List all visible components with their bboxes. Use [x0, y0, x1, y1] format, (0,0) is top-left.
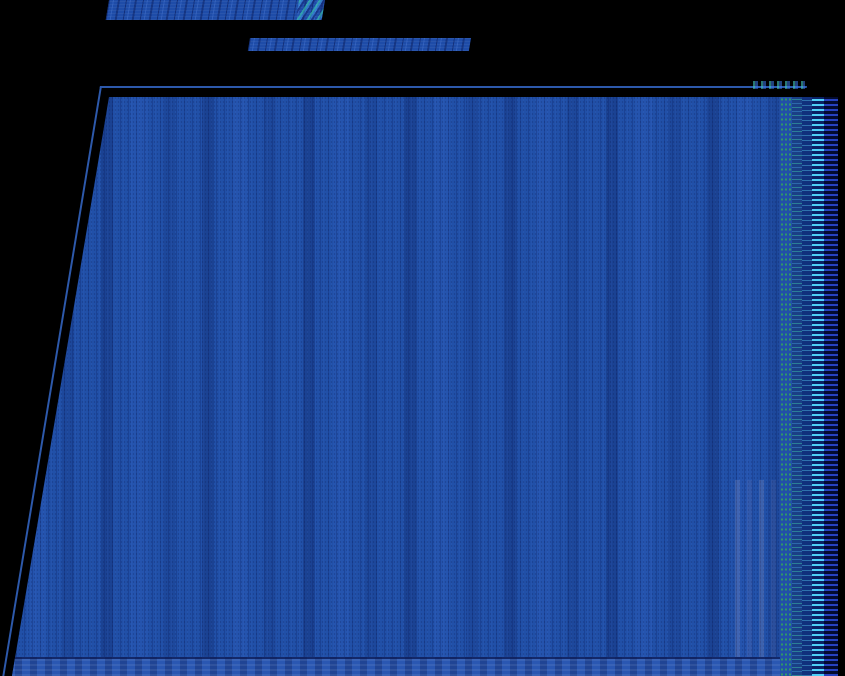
heading-line-1-text-bar: [105, 0, 325, 20]
scroll-column-teal: [792, 97, 802, 676]
gray-noise-columns: [735, 480, 779, 676]
heading-line-2-text-bar: [247, 38, 471, 51]
scroll-column-navy: [824, 97, 838, 676]
scrollbar-column-cyan[interactable]: [812, 97, 824, 676]
status-band: [12, 657, 845, 676]
outline-glitch-pixels: [753, 81, 805, 89]
heading-glitch-accent: [295, 0, 325, 20]
scroll-column-green: [780, 97, 792, 676]
scroll-column-dark: [802, 97, 812, 676]
right-black-strip: [838, 97, 845, 676]
